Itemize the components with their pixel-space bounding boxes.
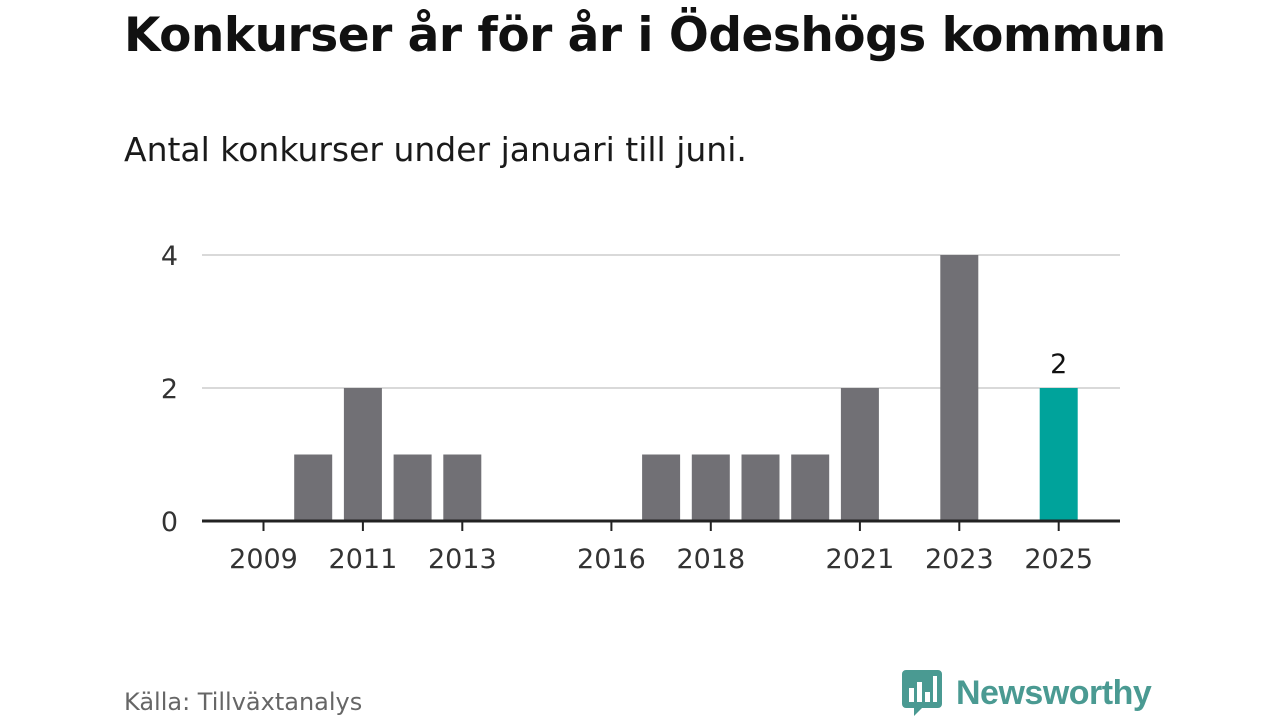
bar-2017 <box>642 454 681 521</box>
data-label-2025: 2 <box>1050 349 1067 380</box>
chart-subtitle: Antal konkurser under januari till juni. <box>124 130 747 169</box>
bar-2021 <box>840 388 879 521</box>
x-axis: 2009 2011 2013 2016 2018 2021 2023 2025 <box>202 519 1120 575</box>
bar-2023 <box>940 255 979 521</box>
source-note: Källa: Tillväxtanalys <box>124 688 363 716</box>
brand-logo: Newsworthy <box>902 670 1152 716</box>
y-tick-label: 2 <box>161 374 178 405</box>
bar-2013 <box>443 454 482 521</box>
chart-title: Konkurser år för år i Ödeshögs kommun <box>124 8 1166 63</box>
y-tick-label: 4 <box>161 241 178 272</box>
x-tick-label: 2009 <box>229 544 298 575</box>
x-tick-label: 2023 <box>925 544 994 575</box>
x-tick-label: 2025 <box>1024 544 1093 575</box>
bar-2019 <box>741 454 780 521</box>
bars <box>294 255 1078 521</box>
x-tick-label: 2013 <box>428 544 497 575</box>
bar-2025 <box>1039 388 1078 521</box>
bar-2010 <box>294 454 333 521</box>
x-tick-label: 2018 <box>676 544 745 575</box>
bar-chart-speech-bubble-icon <box>902 670 942 716</box>
brand-name: Newsworthy <box>956 673 1152 712</box>
x-tick-label: 2011 <box>329 544 398 575</box>
bar-2012 <box>393 454 432 521</box>
bar-2018 <box>691 454 730 521</box>
bar-2020 <box>791 454 830 521</box>
data-labels: 2 <box>1050 349 1067 380</box>
x-tick-label: 2021 <box>826 544 895 575</box>
y-tick-label: 0 <box>161 507 178 538</box>
bar-2011 <box>343 388 382 521</box>
x-tick-label: 2016 <box>577 544 646 575</box>
y-axis: 0 2 4 <box>161 241 178 538</box>
gridlines <box>202 254 1120 389</box>
